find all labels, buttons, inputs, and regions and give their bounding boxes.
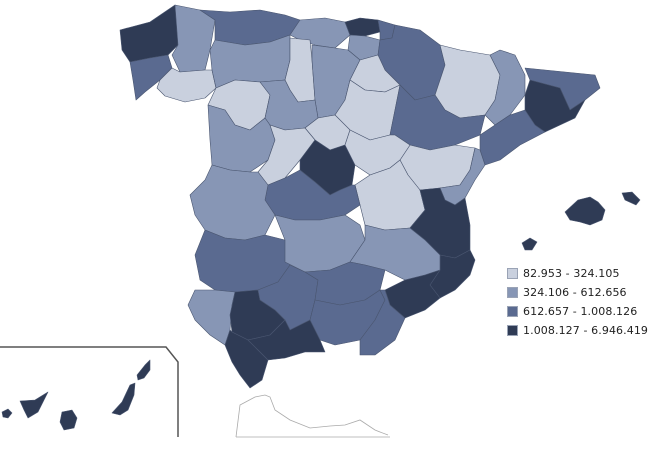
province-baleares-mallorca[interactable] [564,196,606,226]
province-tarragona[interactable] [479,109,546,166]
province-barcelona[interactable] [524,79,586,133]
province-almeria[interactable] [359,289,406,356]
legend-swatch-3 [507,306,518,317]
canary-fuerteventura[interactable] [111,382,136,416]
map-legend: 82.953 - 324.105 324.106 - 612.656 612.6… [507,264,648,340]
legend-swatch-1 [507,268,518,279]
legend-label-2: 324.106 - 612.656 [523,286,627,299]
canary-gran-canaria[interactable] [59,409,78,431]
province-malaga[interactable] [247,319,326,361]
province-baleares-menorca[interactable] [621,191,641,206]
canary-tenerife[interactable] [19,391,49,419]
legend-label-3: 612.657 - 1.008.126 [523,305,638,318]
legend-item-class-1: 82.953 - 324.105 [507,264,648,283]
canary-el-hierro[interactable] [1,408,13,419]
legend-item-class-4: 1.008.127 - 6.946.419 [507,321,648,340]
legend-swatch-2 [507,287,518,298]
legend-swatch-4 [507,325,518,336]
ceuta-melilla-outline [235,394,389,438]
province-baleares-ibiza[interactable] [521,237,538,251]
province-a-coruna[interactable] [119,4,181,63]
canary-inset-frame [0,346,179,437]
legend-item-class-2: 324.106 - 612.656 [507,283,648,302]
canary-lanzarote[interactable] [136,359,151,381]
legend-label-1: 82.953 - 324.105 [523,267,620,280]
province-bizkaia[interactable] [344,17,381,37]
legend-label-4: 1.008.127 - 6.946.419 [523,324,649,337]
legend-item-class-3: 612.657 - 1.008.126 [507,302,648,321]
